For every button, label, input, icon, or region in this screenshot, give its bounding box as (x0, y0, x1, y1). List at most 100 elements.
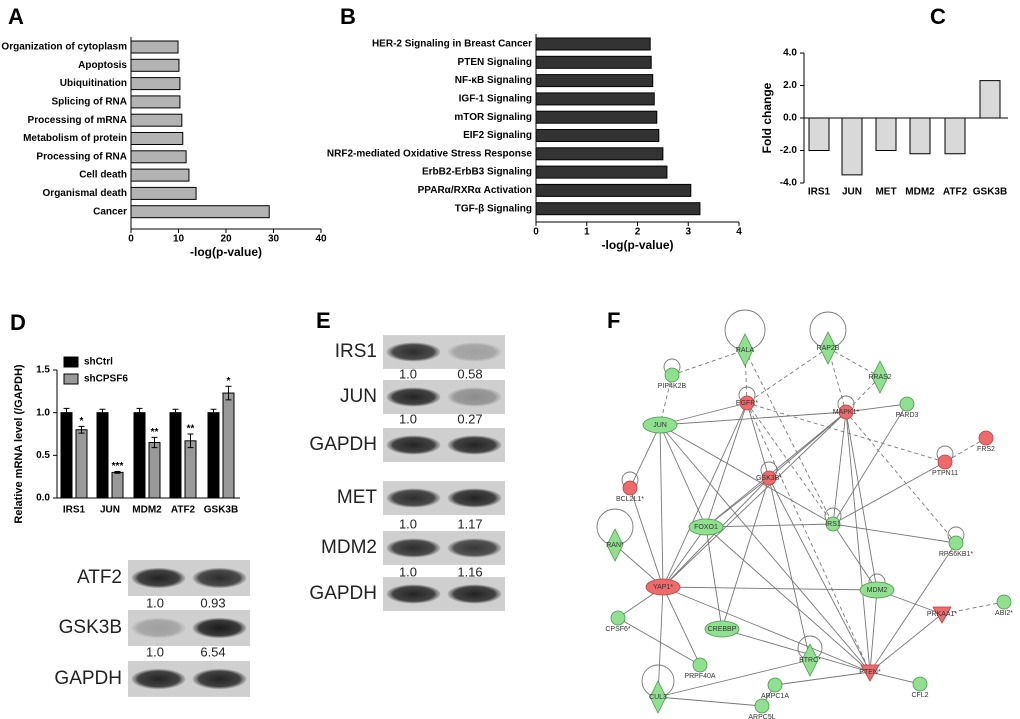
bar (130, 58, 180, 72)
bar (841, 117, 863, 176)
error-bar (187, 433, 194, 449)
edge (629, 487, 664, 588)
bar (535, 183, 692, 197)
edge (705, 411, 847, 528)
panel-letter: C (930, 4, 946, 29)
error-bar (78, 425, 85, 434)
ratio-label: 6.54 (200, 644, 225, 659)
node (704, 620, 740, 638)
node (859, 581, 895, 599)
error-bar (136, 407, 143, 418)
node-label: PIP4K2B (658, 383, 687, 390)
panel-letter: B (340, 4, 356, 29)
y-tick-label: 0.5 (36, 450, 50, 461)
blot-band (131, 617, 186, 639)
bar (60, 412, 73, 499)
node-label: RRAS2 (868, 374, 891, 381)
node-label: EGFR* (736, 400, 758, 407)
edge (662, 586, 871, 673)
blot-band (447, 538, 502, 558)
category-label: mTOR Signaling (454, 112, 532, 123)
edge (705, 526, 871, 673)
bar (222, 392, 235, 499)
x-tick-label: MDM2 (132, 505, 162, 516)
y-tick-label: 0.0 (36, 493, 50, 504)
edge (944, 437, 987, 463)
category-label: Cell death (79, 170, 127, 181)
bar (535, 147, 664, 161)
ratio-label: 1.0 (399, 516, 417, 531)
y-tick-label: 2.0 (783, 80, 797, 91)
edge (657, 696, 763, 707)
blot-label: GAPDH (309, 434, 377, 455)
x-tick-label: 1 (584, 227, 590, 238)
blot-band (386, 538, 441, 558)
x-tick-label: GSK3B (973, 187, 1007, 198)
x-tick-label: 0 (533, 227, 539, 238)
edge (832, 411, 847, 525)
node-label: PRKAA1* (927, 611, 958, 618)
x-tick-label: 40 (315, 234, 327, 245)
ratio-label: 1.17 (457, 516, 482, 531)
bar (535, 202, 701, 216)
node-label: GSK3B* (756, 475, 782, 482)
blot-band (192, 617, 247, 639)
blot-band (386, 584, 441, 604)
node-label: RAN* (606, 542, 624, 549)
blot-band (192, 567, 247, 589)
node-label: MDM2 (867, 587, 888, 594)
node (838, 404, 854, 420)
edge (832, 403, 908, 525)
category-label: IGF-1 Signaling (459, 94, 532, 105)
bar (130, 205, 270, 219)
edge (659, 424, 834, 525)
node (754, 698, 770, 714)
blot-label: IRS1 (335, 341, 377, 362)
edge (662, 526, 707, 588)
node (978, 430, 994, 446)
blot-band (447, 387, 502, 407)
category-label: Cancer (93, 206, 127, 217)
bar (130, 95, 181, 109)
node-label: RALA (736, 347, 755, 354)
node-label: ABI2* (995, 610, 1013, 617)
node (642, 416, 678, 434)
edge (662, 586, 878, 591)
edge (629, 424, 661, 489)
x-axis-title: -log(p-value) (602, 238, 674, 252)
x-tick-label: ATF2 (171, 505, 196, 516)
ratio-label: 1.0 (399, 411, 417, 426)
blot-band (386, 435, 441, 455)
bar (130, 40, 179, 54)
bar (944, 117, 966, 155)
edge (774, 671, 871, 686)
x-tick-label: JUN (100, 505, 120, 516)
blot-band (447, 584, 502, 604)
category-label: NRF2-mediated Oxidative Stress Response (327, 148, 533, 159)
x-tick-label: ATF2 (943, 187, 968, 198)
node (932, 606, 952, 624)
edge (721, 628, 871, 673)
category-label: Processing of mRNA (28, 115, 127, 126)
bar (169, 412, 182, 499)
bar (535, 92, 655, 106)
edge (657, 586, 664, 698)
node-label: FRS2 (977, 446, 995, 453)
bar (133, 412, 146, 499)
edge (845, 376, 881, 413)
node-label: YAP1* (653, 584, 673, 591)
node (688, 518, 724, 536)
y-tick-label: 4.0 (783, 48, 797, 59)
edge (659, 411, 847, 426)
x-tick-label: 10 (173, 234, 185, 245)
category-label: TGF-β Signaling (455, 203, 532, 214)
node (645, 578, 681, 596)
blot-band (447, 342, 502, 362)
node (692, 657, 708, 673)
category-label: Splicing of RNA (51, 97, 127, 108)
node-label: BCL2L1* (616, 496, 644, 503)
legend-label: shCPSF6 (84, 374, 128, 385)
ratio-label: 0.93 (200, 595, 225, 610)
category-label: PTEN Signaling (458, 57, 532, 68)
node (761, 470, 777, 486)
